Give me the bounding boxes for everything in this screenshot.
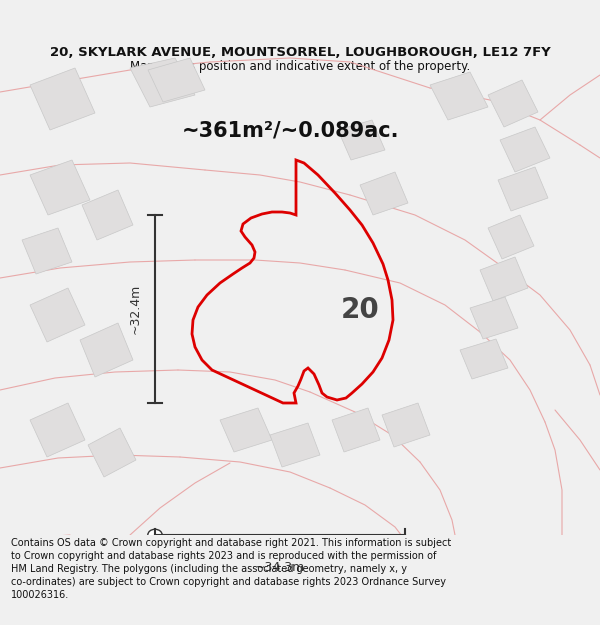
Circle shape	[148, 529, 162, 541]
Polygon shape	[130, 58, 195, 107]
Polygon shape	[220, 408, 272, 452]
Polygon shape	[30, 68, 95, 130]
Polygon shape	[332, 408, 380, 452]
Text: ~34.3m: ~34.3m	[255, 561, 305, 574]
Polygon shape	[480, 257, 528, 301]
Polygon shape	[498, 167, 548, 211]
Polygon shape	[500, 127, 550, 172]
Polygon shape	[30, 288, 85, 342]
Polygon shape	[148, 58, 205, 102]
Text: ~361m²/~0.089ac.: ~361m²/~0.089ac.	[181, 120, 399, 140]
Text: ~32.4m: ~32.4m	[129, 284, 142, 334]
Polygon shape	[488, 80, 538, 127]
Polygon shape	[460, 339, 508, 379]
Polygon shape	[488, 215, 534, 259]
Polygon shape	[82, 190, 133, 240]
Polygon shape	[80, 323, 133, 377]
Polygon shape	[382, 403, 430, 447]
Text: Contains OS data © Crown copyright and database right 2021. This information is : Contains OS data © Crown copyright and d…	[11, 538, 451, 601]
Polygon shape	[270, 423, 320, 467]
Polygon shape	[360, 172, 408, 215]
Polygon shape	[88, 428, 136, 477]
Polygon shape	[470, 297, 518, 339]
Polygon shape	[30, 160, 90, 215]
Polygon shape	[338, 120, 385, 160]
Text: 20: 20	[341, 296, 379, 324]
Polygon shape	[22, 228, 72, 274]
Polygon shape	[430, 72, 488, 120]
Text: 20, SKYLARK AVENUE, MOUNTSORREL, LOUGHBOROUGH, LE12 7FY: 20, SKYLARK AVENUE, MOUNTSORREL, LOUGHBO…	[50, 46, 550, 59]
Polygon shape	[30, 403, 85, 457]
Text: Map shows position and indicative extent of the property.: Map shows position and indicative extent…	[130, 60, 470, 73]
